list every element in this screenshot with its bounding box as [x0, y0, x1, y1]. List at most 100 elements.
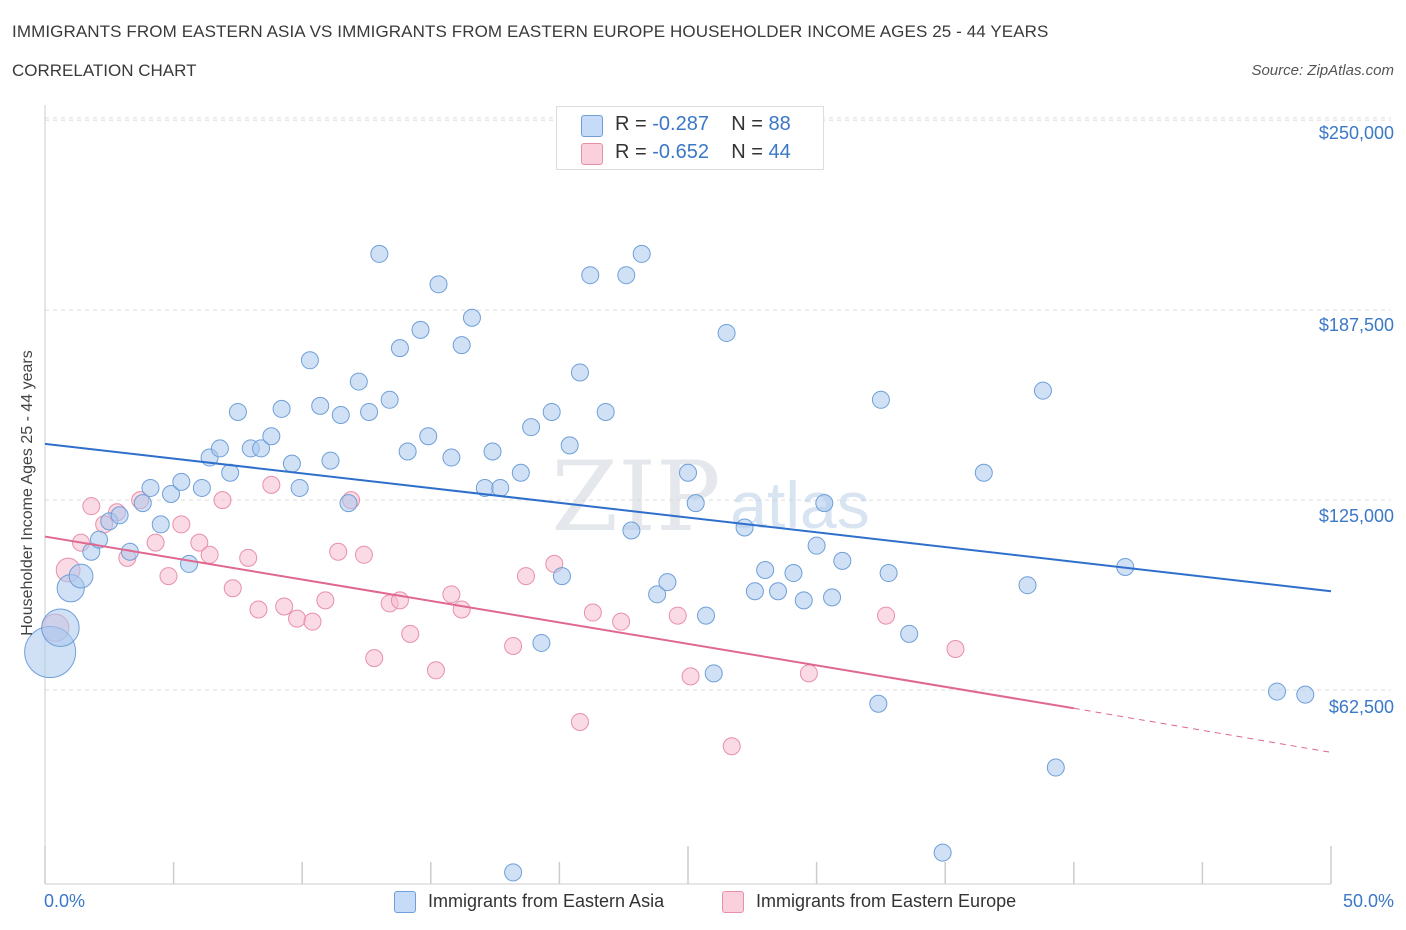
- eastern-asia-point: [180, 554, 199, 573]
- eastern-europe-point: [570, 712, 589, 731]
- eastern-asia-point: [769, 582, 788, 601]
- eastern-asia-point: [110, 506, 129, 525]
- eastern-asia-point: [491, 478, 510, 497]
- chart-title: IMMIGRANTS FROM EASTERN ASIA VS IMMIGRAN…: [12, 22, 1049, 41]
- bottom-legend-swatch-blue: [394, 891, 416, 913]
- eastern-asia-point: [632, 244, 651, 263]
- eastern-asia-point: [133, 494, 152, 513]
- eastern-asia-point: [141, 478, 160, 497]
- legend-r-label: R =: [615, 141, 653, 163]
- eastern-asia-point: [68, 563, 94, 589]
- eastern-asia-point: [745, 582, 764, 601]
- eastern-europe-point: [799, 664, 818, 683]
- eastern-asia-point: [815, 494, 834, 513]
- eastern-europe-point: [329, 542, 348, 561]
- eastern-asia-point: [483, 442, 502, 461]
- eastern-asia-point: [879, 564, 898, 583]
- eastern-europe-trend-extension: [1073, 707, 1332, 753]
- eastern-asia-point: [933, 843, 952, 862]
- legend-r-value: -0.652: [652, 141, 709, 163]
- eastern-asia-point: [511, 463, 530, 482]
- eastern-asia-point: [311, 396, 330, 415]
- y-tick-label: $187,500: [1318, 315, 1394, 335]
- eastern-asia-point: [717, 323, 736, 342]
- axes: [44, 105, 1332, 885]
- chart-subtitle: CORRELATION CHART: [12, 61, 197, 80]
- eastern-asia-point: [1046, 758, 1065, 777]
- eastern-europe-point: [223, 579, 242, 598]
- eastern-asia-point: [252, 439, 271, 458]
- eastern-europe-point: [159, 567, 178, 586]
- eastern-asia-point: [532, 633, 551, 652]
- eastern-europe-point: [172, 515, 191, 534]
- eastern-asia-point: [339, 494, 358, 513]
- x-tick-label-min: 0.0%: [44, 891, 86, 911]
- eastern-europe-point: [249, 600, 268, 619]
- source-label: Source: ZipAtlas.com: [1251, 62, 1394, 79]
- bottom-legend-swatch-pink: [722, 891, 744, 913]
- eastern-asia-point: [869, 694, 888, 713]
- eastern-asia-point: [398, 442, 417, 461]
- eastern-asia-point: [349, 372, 368, 391]
- eastern-europe-point: [288, 609, 307, 628]
- eastern-asia-point: [704, 664, 723, 683]
- eastern-asia-point: [581, 266, 600, 285]
- eastern-asia-point: [648, 585, 667, 604]
- eastern-europe-point: [190, 533, 209, 552]
- eastern-asia-point: [784, 564, 803, 583]
- eastern-asia-point: [833, 551, 852, 570]
- eastern-europe-point: [82, 497, 101, 516]
- eastern-asia-point: [871, 390, 890, 409]
- eastern-europe-point: [504, 636, 523, 655]
- y-tick-label: $125,000: [1318, 506, 1394, 526]
- trend-lines: [44, 442, 1332, 753]
- eastern-asia-point: [462, 308, 481, 327]
- correlation-legend: R = -0.287 N = 88 R = -0.652 N = 44: [556, 106, 824, 170]
- eastern-asia-point: [1018, 576, 1037, 595]
- eastern-asia-point: [823, 588, 842, 607]
- eastern-asia-point: [272, 399, 291, 418]
- eastern-asia-point: [90, 530, 109, 549]
- eastern-asia-point: [622, 521, 641, 540]
- eastern-europe-point: [668, 606, 687, 625]
- eastern-europe-point: [262, 475, 281, 494]
- eastern-asia-point: [504, 863, 523, 882]
- eastern-europe-point: [612, 612, 631, 631]
- eastern-asia-point: [262, 427, 281, 446]
- eastern-asia-point: [228, 402, 247, 421]
- eastern-asia-point: [442, 448, 461, 467]
- eastern-asia-point: [974, 463, 993, 482]
- eastern-europe-point: [303, 612, 322, 631]
- eastern-asia-point: [658, 573, 677, 592]
- eastern-asia-point: [162, 485, 181, 504]
- eastern-asia-point: [41, 608, 80, 647]
- eastern-asia-point: [210, 439, 229, 458]
- legend-r-label: R =: [615, 113, 653, 135]
- grid-lines: [45, 117, 1391, 691]
- eastern-asia-point: [452, 336, 471, 355]
- eastern-asia-point: [560, 436, 579, 455]
- eastern-asia-point: [1033, 381, 1052, 400]
- eastern-europe-point: [200, 545, 219, 564]
- y-axis-label: Householder Income Ages 25 - 44 years: [19, 350, 36, 636]
- legend-n-value: 44: [768, 141, 791, 163]
- eastern-asia-point: [552, 567, 571, 586]
- eastern-europe-point: [146, 533, 165, 552]
- bottom-legend-label: Immigrants from Eastern Asia: [428, 891, 665, 911]
- eastern-asia-point: [900, 624, 919, 643]
- y-tick-label: $250,000: [1318, 123, 1394, 143]
- eastern-europe-point: [681, 667, 700, 686]
- legend-n-label: N =: [731, 141, 769, 163]
- eastern-asia-point: [686, 494, 705, 513]
- eastern-europe-point: [354, 545, 373, 564]
- eastern-asia-point: [419, 427, 438, 446]
- eastern-asia-point: [282, 454, 301, 473]
- eastern-asia-point: [1267, 682, 1286, 701]
- eastern-europe-point: [239, 548, 258, 567]
- eastern-europe-trend-line: [44, 535, 1074, 710]
- legend-r-value: -0.287: [652, 113, 709, 135]
- x-tick-label-max: 50.0%: [1342, 891, 1394, 911]
- eastern-europe-point: [946, 640, 965, 659]
- eastern-europe-point: [722, 737, 741, 756]
